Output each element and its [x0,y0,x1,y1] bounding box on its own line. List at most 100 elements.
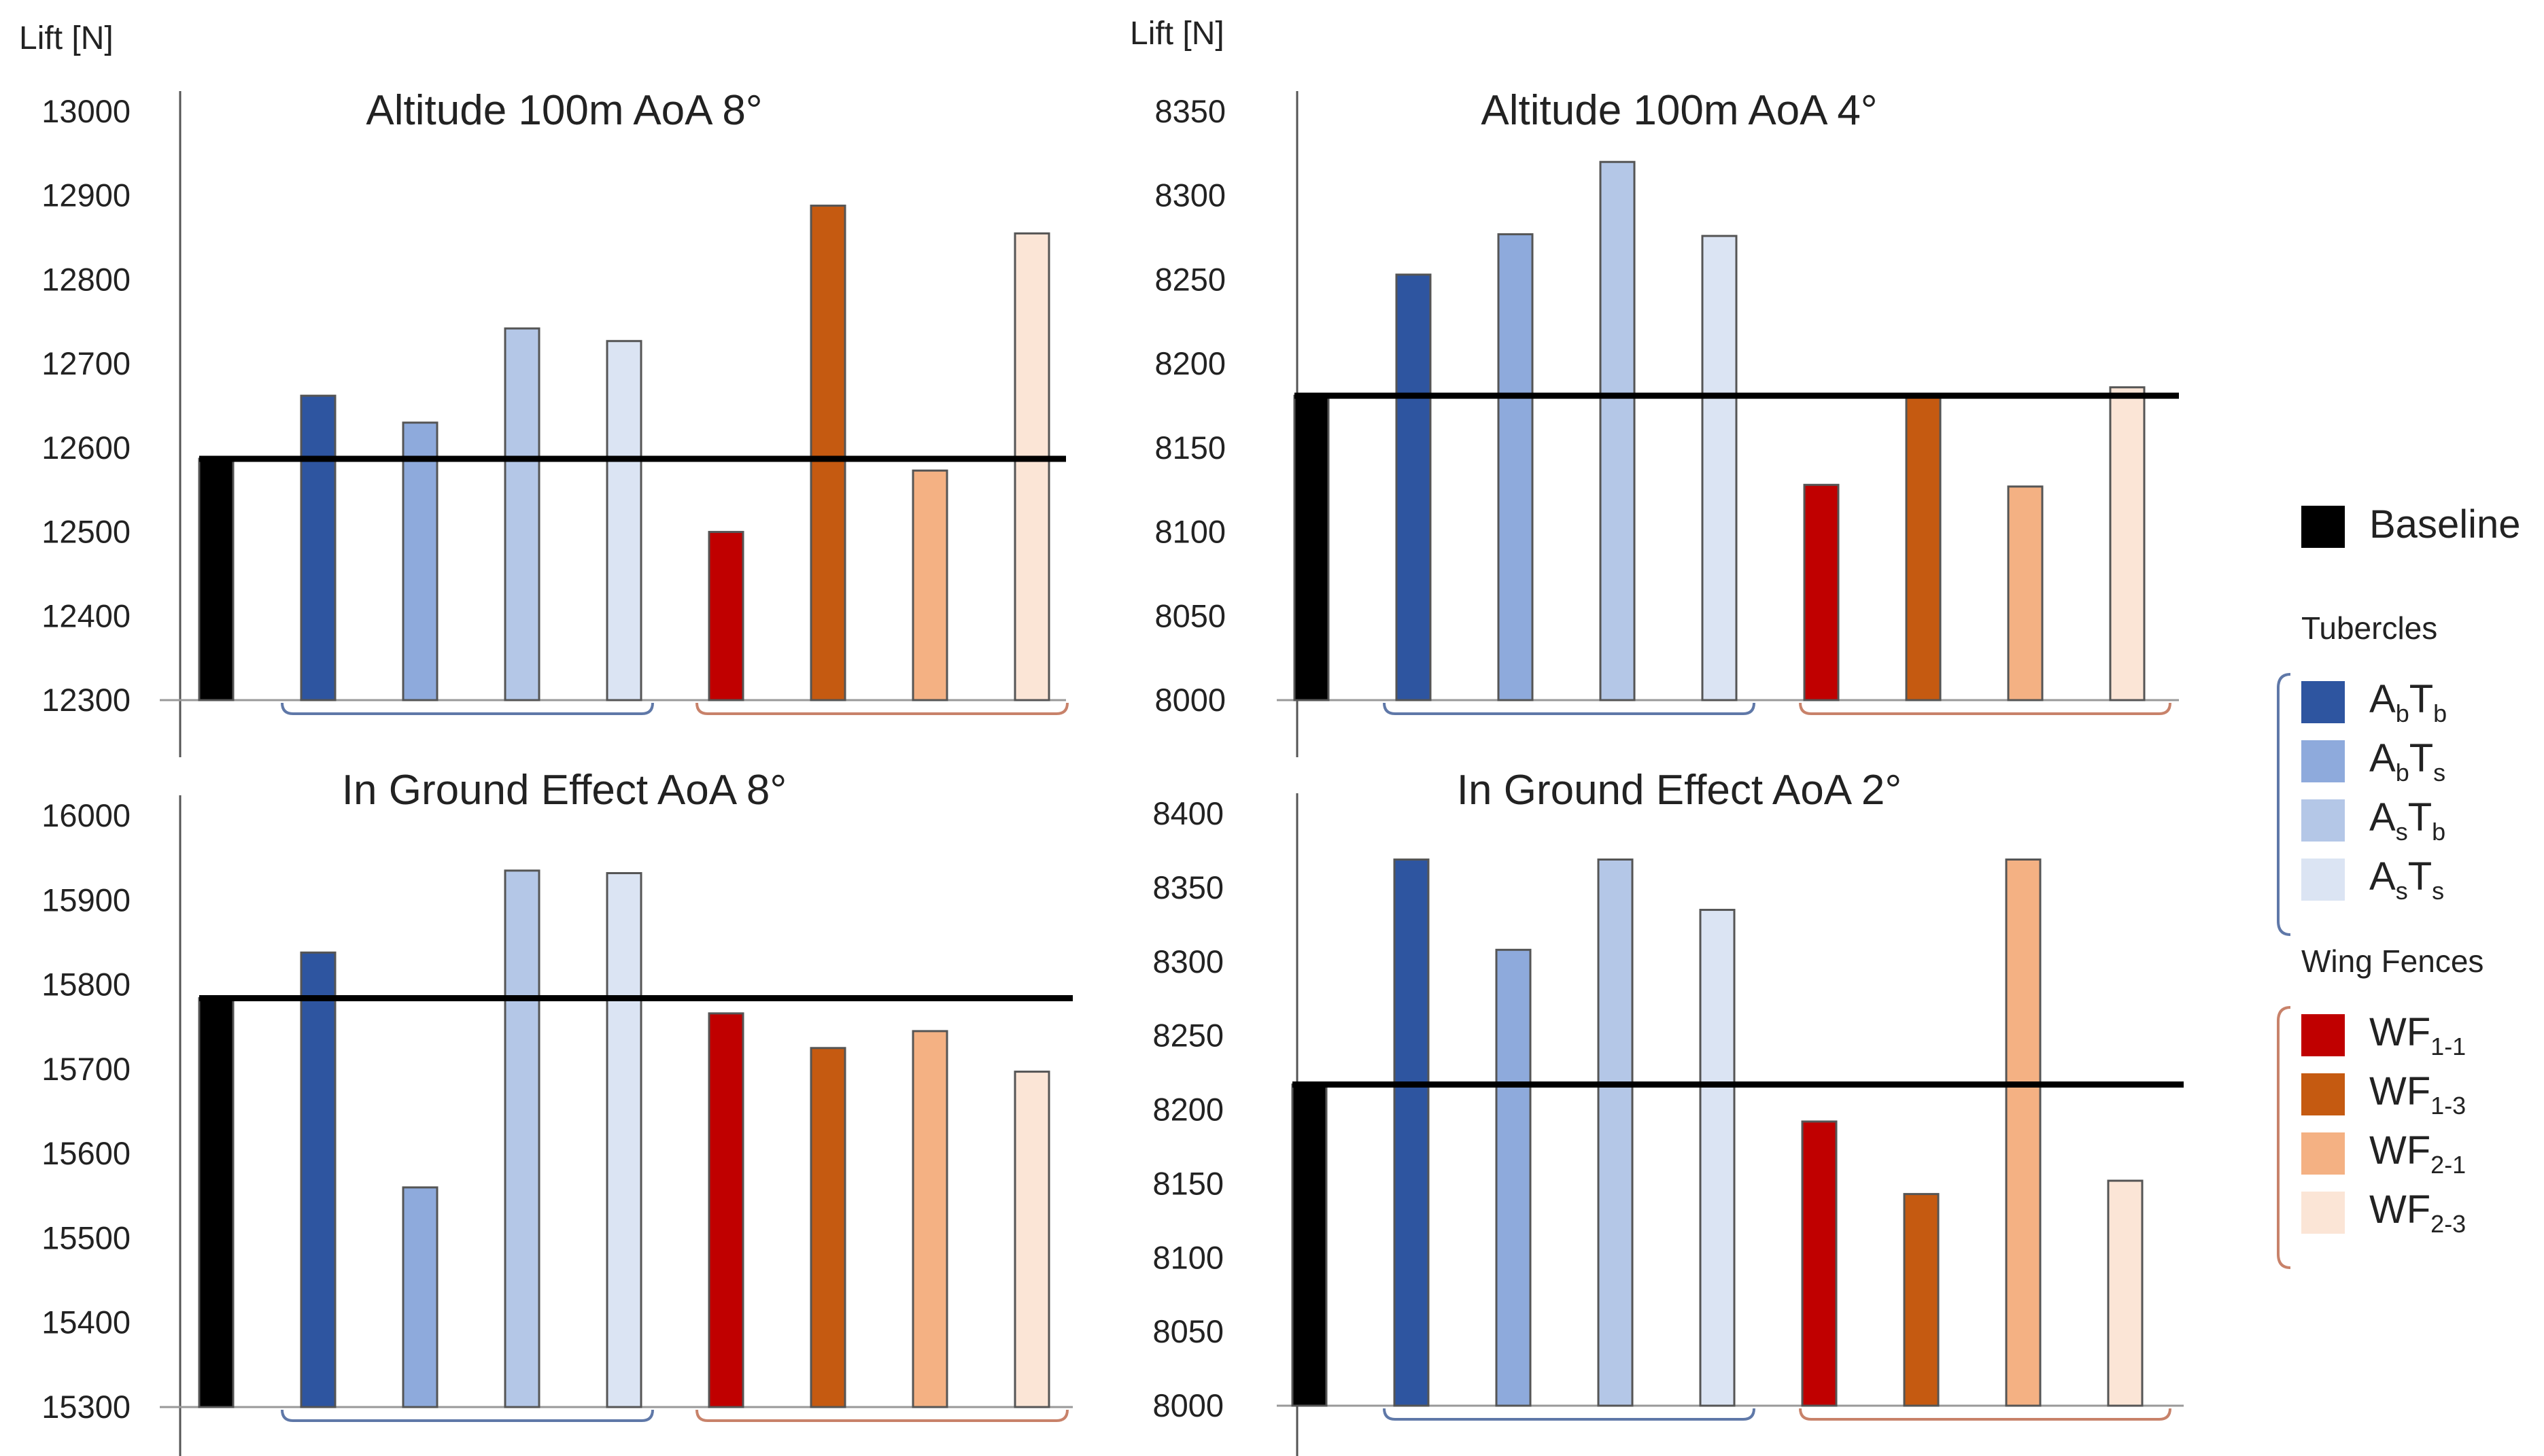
y-tick-label: 8250 [1154,261,1226,297]
chart-title: Altitude 100m AoA 4° [1481,87,1877,134]
y-tick-label: 15700 [41,1051,131,1087]
bar-wf2-1 [912,1030,948,1408]
y-tick-label: 8050 [1154,597,1226,634]
bar-abtb [1395,273,1432,701]
bar-asts [606,872,642,1408]
legend-label-baseline: Baseline [2369,502,2520,547]
bar-abts [1497,233,1534,701]
chart-title: Altitude 100m AoA 8° [366,87,762,134]
wing-fences-group-bracket [695,1409,1069,1422]
bar-wf2-3 [2107,1179,2144,1407]
bar-abtb [1393,859,1430,1407]
y-tick-label: 8200 [1154,345,1226,381]
legend-label-wf2-1: WF2-1 [2369,1128,2466,1179]
bar-wf1-1 [1801,1120,1838,1407]
bar-wf1-1 [1803,483,1840,701]
tubercles-group-bracket [1383,702,1755,715]
bar-wf1-3 [810,1047,846,1408]
legend-label-abtb: AbTb [2369,677,2447,727]
bar-asts [606,340,642,701]
bar-abts [1495,948,1532,1407]
y-axis-label: Lift [N] [19,20,114,56]
legend-swatch-wf1-1 [2301,1014,2345,1056]
bar-baseline [1291,1083,1328,1407]
bar-wf2-3 [2109,386,2146,701]
y-tick-label: 12500 [41,514,131,550]
y-tick-label: 15500 [41,1219,131,1255]
bar-astb [504,869,540,1408]
bar-wf2-1 [2007,485,2044,701]
legend-label-wf2-3: WF2-3 [2369,1188,2466,1238]
bar-abts [402,421,439,701]
bar-wf2-3 [1014,1071,1050,1408]
y-tick-label: 8150 [1152,1165,1224,1201]
y-tick-label: 12900 [41,177,131,213]
chart-panels: Lift [N] Altitude 100m AoA 8° 12300 12400 12… [19,16,2184,1456]
legend-swatch-asts [2301,859,2345,901]
bar-astb [1597,859,1634,1407]
legend-label-abts: AbTs [2369,736,2445,786]
y-tick-label: 12300 [41,682,131,718]
y-tick-label: 13000 [41,93,131,129]
tubercles-group-bracket [281,1409,654,1422]
bar-abtb [300,951,337,1408]
y-tick-label: 15400 [41,1304,131,1340]
bar-astb [504,327,540,701]
legend-label-wf1-3: WF1-3 [2369,1069,2466,1120]
legend-label-astb: AsTb [2369,795,2445,846]
bar-wf1-1 [708,1012,744,1408]
bar-abtb [300,394,337,701]
bar-baseline [198,457,235,701]
wing-fences-group-bracket [1799,1408,2171,1421]
y-tick-label: 8400 [1152,795,1224,831]
legend-label-wf1-1: WF1-1 [2369,1010,2466,1060]
legend-swatch-wf2-1 [2301,1132,2345,1175]
y-tick-label: 12400 [41,597,131,634]
y-tick-label: 8000 [1154,682,1226,718]
y-tick-label: 8000 [1152,1387,1224,1423]
bar-baseline [198,996,235,1408]
bar-wf1-1 [708,531,744,701]
bar-wf2-3 [1014,232,1050,701]
y-tick-label: 12800 [41,261,131,297]
chart-panel: Lift [N] Altitude 100m AoA 8° 12300 12400 12… [19,20,1069,757]
y-tick-label: 8300 [1154,177,1226,213]
y-tick-label: 15600 [41,1135,131,1171]
chart-panel: In Ground Effect AoA 2° 8000 8050 8100 8150 8… [1152,767,2184,1456]
chart-title: In Ground Effect AoA 2° [1457,767,1902,814]
legend-swatch-abts [2301,740,2345,782]
y-tick-label: 8250 [1152,1018,1224,1054]
bar-asts [1701,235,1738,701]
y-tick-label: 8200 [1152,1092,1224,1128]
tubercles-group-bracket [281,702,654,715]
legend-group-bracket [2277,673,2291,936]
y-axis-label: Lift [N] [1130,16,1224,52]
bar-wf2-1 [2005,859,2042,1407]
legend-group-bracket [2277,1006,2291,1269]
legend-group-title: Wing Fences [2301,943,2483,979]
y-tick-label: 8100 [1154,514,1226,550]
y-tick-label: 15900 [41,882,131,918]
wing-fences-group-bracket [1799,702,2171,715]
wing-fences-group-bracket [695,702,1069,715]
y-tick-label: 8350 [1152,869,1224,905]
legend: Baseline Tubercles AbTb AbTs AsTb AsTs Wing Fe… [2277,502,2520,1269]
y-tick-label: 8150 [1154,430,1226,466]
y-tick-label: 12700 [41,345,131,381]
chart-title: In Ground Effect AoA 8° [342,767,787,814]
legend-swatch-abtb [2301,681,2345,723]
legend-label-asts: AsTs [2369,854,2444,905]
y-tick-label: 8300 [1152,943,1224,980]
y-tick-label: 15300 [41,1389,131,1425]
bar-wf1-3 [810,205,846,701]
bar-abts [402,1186,439,1408]
legend-swatch-wf1-3 [2301,1073,2345,1115]
chart-panel: In Ground Effect AoA 8° 15300 15400 15500 15… [41,767,1073,1456]
y-tick-label: 16000 [41,797,131,833]
legend-swatch-wf2-3 [2301,1192,2345,1234]
tubercles-group-bracket [1383,1408,1755,1421]
bar-wf1-3 [1903,1193,1940,1407]
chart-panel: Lift [N] Altitude 100m AoA 4° 8000 8050 8100… [1130,16,2179,757]
y-tick-label: 8050 [1152,1313,1224,1349]
